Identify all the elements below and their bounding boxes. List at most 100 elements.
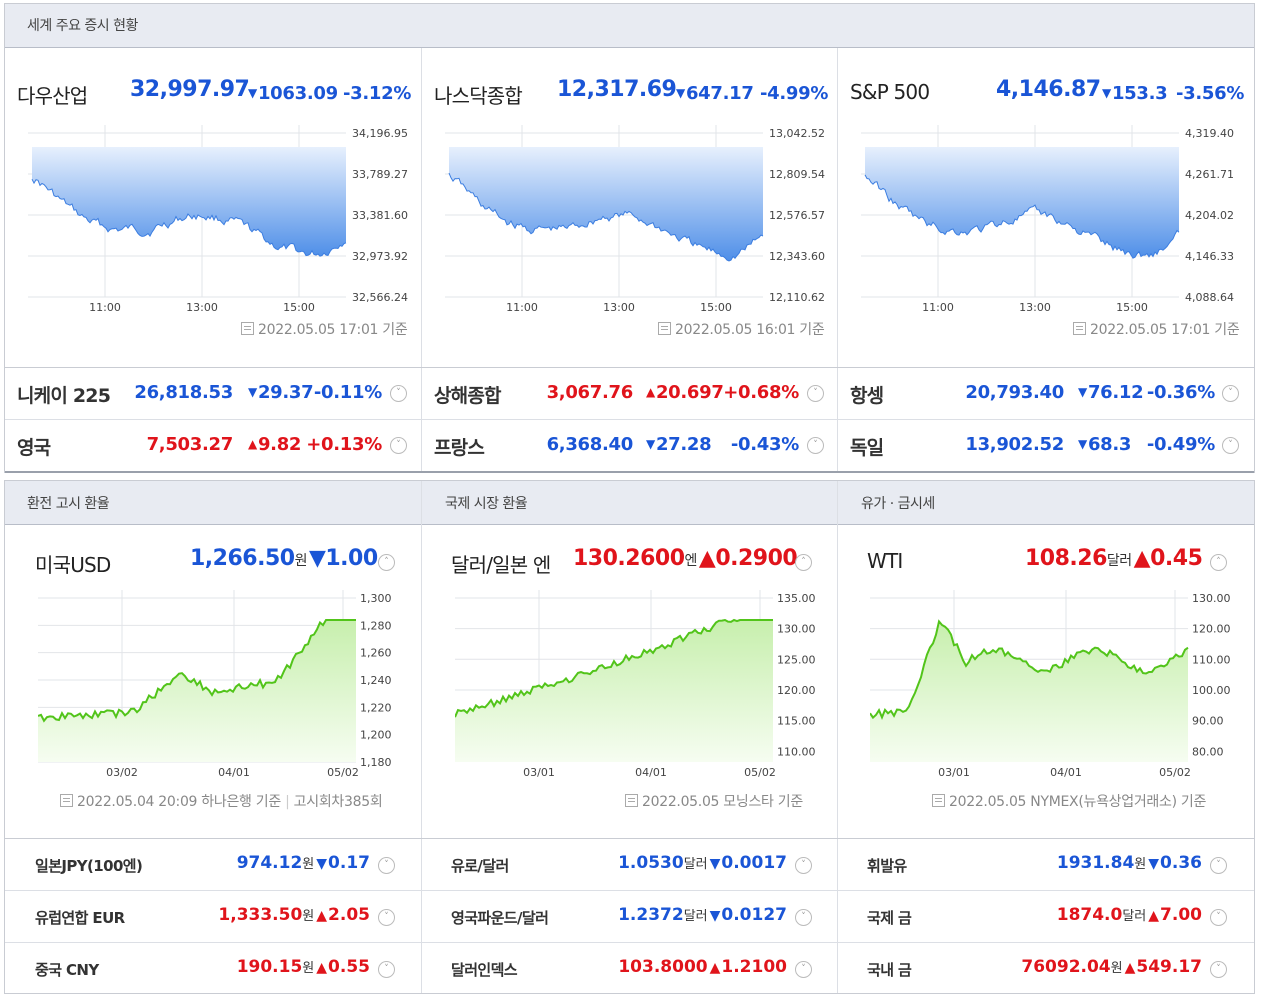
tab-exchange-rate[interactable]: 환전 고시 환율 [27,496,110,512]
index-line [448,172,764,262]
tab-intl-market-rate[interactable]: 국제 시장 환율 [445,496,528,512]
y-tick-label: 130.00 [777,623,816,636]
y-tick-label: 4,319.40 [1185,127,1234,140]
timestamp: 2022.05.05 17:01 기준 [241,319,408,339]
x-tick-label: 05/02 [327,766,359,779]
expand-toggle-icon[interactable]: ˅ [378,961,395,978]
down-arrow-icon: ▼ [709,856,721,872]
fx-area [870,621,1188,762]
index-name: S&P 500 [850,80,930,104]
y-tick-label: 1,200 [360,729,392,742]
x-tick-label: 05/02 [744,766,776,779]
expand-toggle-icon[interactable]: ˅ [807,385,824,402]
divider [5,942,1254,943]
expand-toggle-icon[interactable]: ˅ [390,437,407,454]
fx-name: 일본JPY(100엔) [35,857,143,875]
y-tick-label: 12,110.62 [769,291,825,304]
index-name: 항셍 [850,385,884,407]
index-chart-dow: 34,196.95 33,789.27 33,381.60 32,973.92 32,5… [28,125,408,314]
divider [5,838,1254,839]
index-value: 26,818.53 [134,382,233,403]
index-area [865,147,1179,259]
expand-toggle-icon[interactable]: ˅ [1222,437,1239,454]
y-tick-label: 110.00 [777,745,816,758]
y-tick-label: 33,381.60 [352,209,408,222]
y-tick-label: 1,260 [360,647,392,660]
index-name: 다우산업 [17,84,88,108]
document-icon [241,322,254,335]
fx-value: 1,333.50원 ▲2.05 [218,905,370,925]
document-icon [1073,322,1086,335]
index-percent: -0.36% [1146,382,1215,403]
fx-name: 국제 금 [867,909,912,927]
expand-toggle-icon[interactable]: ˅ [1210,909,1227,926]
y-tick-label: 120.00 [777,684,816,697]
divider [5,367,1254,368]
index-value: 13,902.52 [965,434,1064,455]
down-arrow-icon: ▼ [316,856,328,872]
expand-toggle-icon[interactable]: ˅ [795,961,812,978]
y-tick-label: 13,042.52 [769,127,825,140]
expand-toggle-icon[interactable]: ˅ [795,857,812,874]
index-change: ▲9.82 [248,434,302,455]
y-tick-label: 1,280 [360,619,392,632]
fx-name: 유로/달러 [451,857,509,875]
y-tick-label: 115.00 [777,715,816,728]
index-name: 니케이 225 [17,385,111,407]
x-tick-label: 03/01 [938,766,970,779]
x-tick-label: 13:00 [186,301,218,314]
fx-chart-jpy: 135.00 130.00 125.00 120.00 115.00 110.00 03/0… [455,590,816,779]
timestamp: 2022.05.05 모닝스타 기준 [625,791,803,811]
index-value: 3,067.76 [546,382,634,403]
expand-toggle-icon[interactable]: ˅ [807,437,824,454]
index-percent: -3.56% [1176,83,1245,104]
index-change: ▼68.3 [1078,434,1132,455]
expand-toggle-icon[interactable]: ˅ [378,909,395,926]
fx-value: 1.2372달러 ▼0.0127 [618,905,787,925]
divider [5,890,1254,891]
index-name: 상해종합 [434,385,502,407]
fx-line [455,618,773,718]
timestamp: 2022.05.04 20:09 하나은행 기준 | 고시회차385회 [60,791,383,811]
y-tick-label: 125.00 [777,653,816,666]
collapse-toggle-icon[interactable]: ˄ [795,554,812,571]
index-change: ▼29.37 [248,382,314,403]
index-name: 영국 [17,437,51,459]
x-tick-label: 11:00 [506,301,538,314]
y-tick-label: 80.00 [1192,745,1224,758]
x-tick-label: 05/02 [1159,766,1191,779]
fx-area [38,620,356,762]
expand-toggle-icon[interactable]: ˅ [378,857,395,874]
index-percent: -4.99% [760,83,829,104]
expand-toggle-icon[interactable]: ˅ [795,909,812,926]
y-tick-label: 12,576.57 [769,209,825,222]
tab-oil-gold[interactable]: 유가 · 금시세 [861,496,935,512]
up-arrow-icon: ▲ [316,908,328,924]
down-arrow-icon: ▼ [646,437,655,451]
divider [421,368,422,471]
expand-toggle-icon[interactable]: ˅ [390,385,407,402]
index-percent: -0.43% [730,434,799,455]
index-value: 20,793.40 [965,382,1064,403]
fx-value: 974.12원 ▼0.17 [236,853,370,873]
expand-toggle-icon[interactable]: ˅ [1210,857,1227,874]
fx-name: 미국USD [35,553,111,577]
index-change: ▼647.17 [676,83,754,104]
index-value: 6,368.40 [546,434,634,455]
divider [837,48,838,368]
index-percent: +0.68% [723,382,799,403]
x-tick-label: 11:00 [89,301,121,314]
index-name: 프랑스 [434,437,485,459]
up-arrow-icon: ▲ [1124,960,1136,976]
collapse-toggle-icon[interactable]: ˄ [1210,554,1227,571]
up-arrow-icon: ▲ [698,546,716,571]
expand-toggle-icon[interactable]: ˅ [1222,385,1239,402]
collapse-toggle-icon[interactable]: ˄ [378,554,395,571]
up-arrow-icon: ▲ [1133,546,1151,571]
x-tick-label: 15:00 [700,301,732,314]
y-tick-label: 100.00 [1192,684,1231,697]
down-arrow-icon: ▼ [1102,86,1111,100]
expand-toggle-icon[interactable]: ˅ [1210,961,1227,978]
fx-chart-usd: 1,300 1,280 1,260 1,240 1,220 1,200 1,180 03/02… [38,590,392,779]
fx-value: 108.26달러▲0.45 [1025,546,1203,571]
